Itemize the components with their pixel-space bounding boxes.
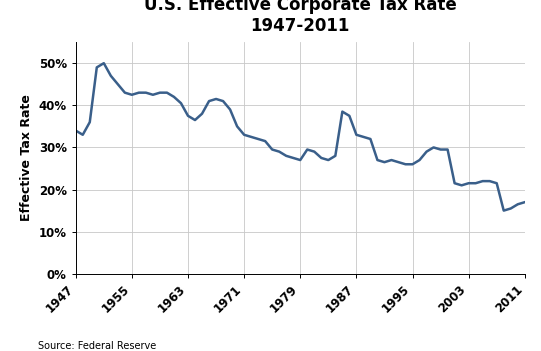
Text: Source: Federal Reserve: Source: Federal Reserve — [38, 341, 156, 351]
Y-axis label: Effective Tax Rate: Effective Tax Rate — [20, 94, 33, 221]
Title: U.S. Effective Corporate Tax Rate
1947-2011: U.S. Effective Corporate Tax Rate 1947-2… — [144, 0, 457, 35]
